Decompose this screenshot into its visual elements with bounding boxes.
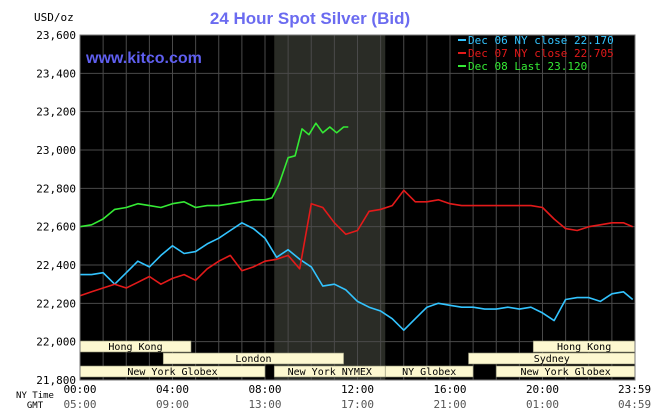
session-bar [162, 352, 344, 365]
y-tick-label: 22,000 [36, 336, 76, 349]
kitco-watermark: www.kitco.com [85, 50, 202, 67]
legend-entry: Dec 08 Last 23.120 [468, 60, 587, 73]
series-line-1 [80, 222, 634, 332]
trading-sessions: Hong Kong London New York Globex New York N… [79, 340, 636, 378]
ny-time-row-label: NY Time [16, 391, 54, 401]
plot-frame [79, 34, 636, 381]
y-tick-label: 23,000 [36, 144, 76, 157]
x-tick-label-gmt: 09:00 [156, 398, 189, 411]
x-tick-label-gmt: 01:00 [526, 398, 559, 411]
unit-label: USD/oz [34, 11, 74, 24]
session-bar [384, 365, 474, 378]
y-tick-label: 22,400 [36, 259, 76, 272]
y-tick-label: 23,600 [36, 29, 76, 42]
session-label: New York Globex [520, 367, 610, 378]
session-label: Hong Kong [108, 342, 162, 353]
y-tick-label: 22,800 [36, 182, 76, 195]
nymex-shade-layer [274, 35, 386, 380]
price-series [79, 122, 634, 332]
legend-entry: Dec 06 NY close 22.170 [468, 34, 614, 47]
x-tick-label-ny: 00:00 [63, 383, 96, 396]
chart-timestamp: December 08, 2022 10:48 [473, 21, 625, 34]
session-label: New York Globex [127, 367, 217, 378]
series-line-3 [79, 122, 349, 228]
x-tick-label-gmt: 04:59 [618, 398, 651, 411]
x-tick-label-gmt: 13:00 [248, 398, 281, 411]
session-label: Hong Kong [557, 342, 611, 353]
x-tick-label-ny: 20:00 [526, 383, 559, 396]
y-tick-label: 21,800 [36, 374, 76, 387]
x-tick-label-gmt: 17:00 [341, 398, 374, 411]
y-tick-label: 22,200 [36, 297, 76, 310]
series-line-2 [79, 189, 634, 297]
session-label: NY Globex [402, 367, 456, 378]
x-tick-label-ny: 12:00 [341, 383, 374, 396]
x-tick-label-ny: 16:00 [433, 383, 466, 396]
y-tick-label: 23,200 [36, 106, 76, 119]
y-tick-label: 22,600 [36, 221, 76, 234]
x-tick-label-ny: 23:59 [618, 383, 651, 396]
chart-title: 24 Hour Spot Silver (Bid) [210, 9, 410, 28]
session-label: New York NYMEX [288, 367, 372, 378]
y-axis-ticks: 23,600 23,400 23,200 23,000 22,800 22,600 22,4… [36, 29, 76, 387]
y-tick-label: 23,400 [36, 67, 76, 80]
gmt-row-label: GMT [27, 401, 44, 411]
legend-entry: Dec 07 NY close 22.705 [468, 47, 614, 60]
x-tick-label-gmt: 21:00 [433, 398, 466, 411]
nymex-session-shade [274, 35, 386, 380]
session-label: Sydney [534, 354, 570, 365]
session-label: London [235, 354, 271, 365]
x-tick-label-gmt: 05:00 [63, 398, 96, 411]
x-tick-label-ny: 08:00 [248, 383, 281, 396]
x-axis-ticks: 00:00 04:00 08:00 12:00 16:00 20:00 23:59 05:00… [63, 383, 651, 411]
x-tick-label-ny: 04:00 [156, 383, 189, 396]
